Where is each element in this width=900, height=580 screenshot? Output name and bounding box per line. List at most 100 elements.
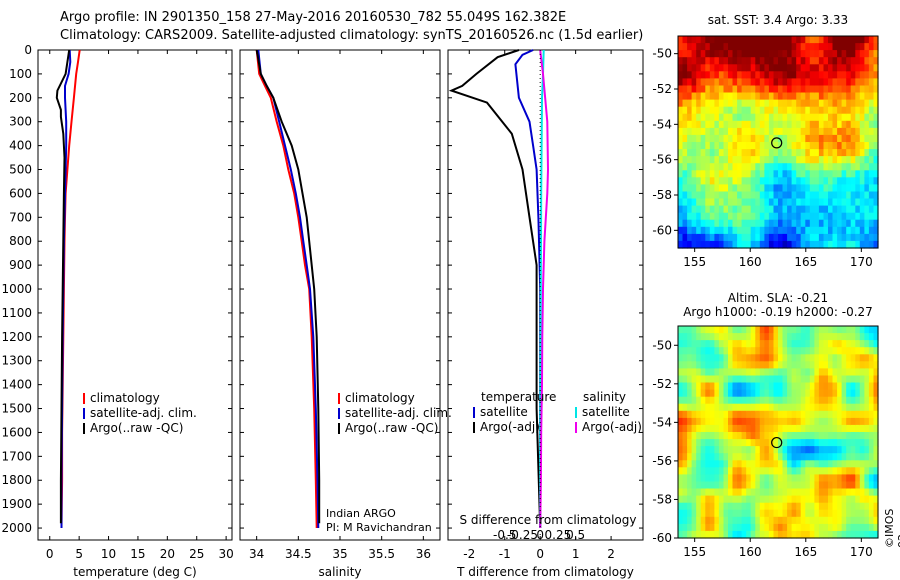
sla-heatmap-frame — [677, 325, 879, 539]
y-tick-label: 1700 — [1, 449, 32, 463]
legend-label: Argo(-adj) — [582, 420, 642, 434]
x-tick-label: 34.5 — [285, 547, 312, 561]
x-tick-label: 35.5 — [368, 547, 395, 561]
x-tick-label: 30 — [218, 547, 233, 561]
y-tick-label: 900 — [9, 258, 32, 272]
map-x-tick-label: 165 — [794, 255, 817, 269]
map-y-tick-label: -50 — [652, 47, 672, 61]
x-tick-label: -1 — [499, 547, 511, 561]
map-y-tick-label: -54 — [652, 117, 672, 131]
y-tick-label: 1600 — [1, 425, 32, 439]
map-x-tick-label: 170 — [850, 255, 873, 269]
y-tick-label: 500 — [9, 163, 32, 177]
salinity-diff-tick-label: 0.25 — [545, 528, 572, 542]
x-tick-label: 35 — [332, 547, 347, 561]
y-tick-label: 1000 — [1, 282, 32, 296]
x-tick-label: 5 — [75, 547, 83, 561]
map-y-tick-label: -52 — [652, 82, 672, 96]
map-y-tick-label: -60 — [652, 223, 672, 237]
x-tick-label: 36 — [416, 547, 431, 561]
x-tick-label: 10 — [101, 547, 116, 561]
map-x-tick-label: 160 — [739, 255, 762, 269]
y-tick-label: 200 — [9, 91, 32, 105]
y-tick-label: 1100 — [1, 306, 32, 320]
map-y-tick-label: -58 — [652, 188, 672, 202]
legend-label: satellite-adj. clim. — [90, 406, 197, 420]
sla-heatmap — [678, 326, 879, 539]
x-tick-label: 25 — [189, 547, 204, 561]
legend-label: satellite — [582, 405, 630, 419]
legend-label: Argo(-adj) — [480, 420, 540, 434]
y-tick-label: 1500 — [1, 402, 32, 416]
map-x-tick-label: 155 — [683, 255, 706, 269]
y-tick-label: 100 — [9, 67, 32, 81]
salinity-diff-tick-label: 0.5 — [566, 528, 585, 542]
salinity-diff-tick-label: -0.5 — [493, 528, 516, 542]
map-x-tick-label: 170 — [850, 545, 873, 559]
salinity-diff-tick-label: -0.25 — [507, 528, 538, 542]
y-tick-label: 1200 — [1, 330, 32, 344]
map-y-tick-label: -58 — [652, 492, 672, 506]
y-tick-label: 1800 — [1, 473, 32, 487]
series-line-temperature-argo-adj- — [448, 49, 542, 529]
series-line-argo-raw-qc- — [55, 49, 71, 524]
x-axis-label: salinity — [318, 565, 361, 579]
sst-map-title: sat. SST: 3.4 Argo: 3.33 — [708, 13, 848, 27]
map-x-tick-label: 160 — [739, 545, 762, 559]
sst-heatmap-frame — [677, 35, 879, 249]
x-tick-label: -2 — [463, 547, 475, 561]
x-axis-label: T difference from climatology — [456, 565, 634, 579]
series-line-satellite-adj-clim- — [257, 49, 320, 529]
climatology-subtitle: Climatology: CARS2009. Satellite-adjuste… — [60, 28, 644, 43]
series-line-salinity-satellite — [539, 49, 545, 528]
plot-frame-salinity — [239, 49, 441, 541]
y-tick-label: 1900 — [1, 497, 32, 511]
sla-map-title: Altim. SLA: -0.21 — [728, 291, 828, 305]
legend-label: climatology — [90, 391, 160, 405]
x-tick-label: 34 — [249, 547, 264, 561]
series-line-climatology — [255, 49, 318, 529]
legend-label: Argo(..raw -QC) — [345, 421, 438, 435]
x-axis-label: temperature (deg C) — [73, 565, 196, 579]
y-tick-label: 1300 — [1, 354, 32, 368]
series-line-argo-raw-qc- — [255, 49, 321, 524]
y-tick-label: 300 — [9, 115, 32, 129]
argo-float-marker — [771, 436, 783, 449]
legend-label: Argo(..raw -QC) — [90, 421, 183, 435]
sst-heatmap — [678, 36, 879, 249]
map-y-tick-label: -54 — [652, 415, 672, 429]
plot-frame-temperature — [37, 49, 233, 541]
y-tick-label: 700 — [9, 210, 32, 224]
argo-float-marker — [771, 137, 783, 149]
x-tick-label: 0 — [46, 547, 54, 561]
x-tick-label: 2 — [607, 547, 615, 561]
map-x-tick-label: 165 — [794, 545, 817, 559]
legend-label: satellite — [480, 405, 528, 419]
map-y-tick-label: -60 — [652, 531, 672, 545]
x-tick-label: 15 — [130, 547, 145, 561]
x-tick-label: 20 — [160, 547, 175, 561]
series-line-salinity-argo-adj- — [539, 49, 550, 529]
map-x-tick-label: 155 — [683, 545, 706, 559]
legend-title-salinity: salinity — [583, 390, 626, 404]
map-y-tick-label: -52 — [652, 377, 672, 391]
legend-title-temperature: temperature — [481, 390, 556, 404]
legend-label: satellite-adj. clim. — [345, 406, 452, 420]
y-tick-label: 0 — [24, 43, 32, 57]
profile-title: Argo profile: IN 2901350_158 27-May-2016… — [60, 10, 567, 25]
y-tick-label: 800 — [9, 234, 32, 248]
plot-frame-difference — [447, 49, 644, 541]
salinity-diff-axis-label: S difference from climatology — [460, 513, 637, 527]
sla-map-subtitle: Argo h1000: -0.19 h2000: -0.27 — [683, 305, 873, 319]
data-source-note: Indian ARGO — [326, 507, 396, 520]
y-tick-label: 400 — [9, 139, 32, 153]
y-tick-label: 2000 — [1, 521, 32, 535]
map-y-tick-label: -50 — [652, 338, 672, 352]
pi-note: PI: M Ravichandran — [326, 521, 432, 534]
map-y-tick-label: -56 — [652, 454, 672, 468]
legend-label: climatology — [345, 391, 415, 405]
map-y-tick-label: -56 — [652, 153, 672, 167]
salinity-diff-tick-label: 0 — [536, 528, 544, 542]
x-tick-label: 0 — [536, 547, 544, 561]
